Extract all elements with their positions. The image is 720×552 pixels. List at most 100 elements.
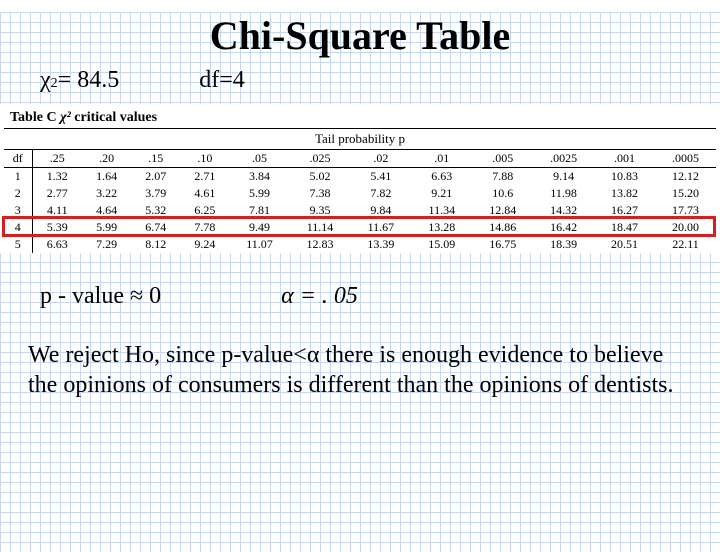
table-row: 45.395.996.747.789.4911.1411.6713.2814.8… bbox=[4, 219, 716, 236]
p-header: .25 bbox=[32, 150, 82, 168]
inference-row: p - value ≈ 0 α = . 05 bbox=[0, 283, 720, 310]
value-cell: 2.77 bbox=[32, 185, 82, 202]
df-cell: 3 bbox=[4, 202, 32, 219]
value-cell: 6.25 bbox=[180, 202, 229, 219]
value-cell: 9.21 bbox=[411, 185, 472, 202]
df-cell: 2 bbox=[4, 185, 32, 202]
value-cell: 10.83 bbox=[594, 168, 655, 186]
value-cell: 5.99 bbox=[229, 185, 289, 202]
table-row: 22.773.223.794.615.997.387.829.2110.611.… bbox=[4, 185, 716, 202]
value-cell: 15.09 bbox=[411, 236, 472, 253]
value-cell: 13.28 bbox=[411, 219, 472, 236]
caption-rest: critical values bbox=[71, 110, 157, 125]
value-cell: 16.75 bbox=[472, 236, 533, 253]
value-cell: 7.29 bbox=[82, 236, 131, 253]
value-cell: 11.67 bbox=[350, 219, 411, 236]
value-cell: 4.61 bbox=[180, 185, 229, 202]
value-cell: 16.27 bbox=[594, 202, 655, 219]
caption-prefix: Table C bbox=[10, 110, 60, 125]
value-cell: 11.07 bbox=[229, 236, 289, 253]
value-cell: 9.35 bbox=[290, 202, 351, 219]
p-header: .15 bbox=[131, 150, 180, 168]
conclusion-text: We reject Ho, since p-value<α there is e… bbox=[0, 310, 720, 400]
table-row: 56.637.298.129.2411.0712.8313.3915.0916.… bbox=[4, 236, 716, 253]
value-cell: 11.14 bbox=[290, 219, 351, 236]
p-header: .01 bbox=[411, 150, 472, 168]
df-cell: 5 bbox=[4, 236, 32, 253]
value-cell: 5.39 bbox=[32, 219, 82, 236]
stat-row: χ2 = 84.5 df=4 bbox=[0, 67, 720, 94]
chi-square-table: Table C χ² critical values Tail probabil… bbox=[0, 104, 720, 253]
p-header: .001 bbox=[594, 150, 655, 168]
value-cell: 20.51 bbox=[594, 236, 655, 253]
value-cell: 16.42 bbox=[533, 219, 594, 236]
value-cell: 5.99 bbox=[82, 219, 131, 236]
value-cell: 3.22 bbox=[82, 185, 131, 202]
value-cell: 6.74 bbox=[131, 219, 180, 236]
value-cell: 18.39 bbox=[533, 236, 594, 253]
value-cell: 7.88 bbox=[472, 168, 533, 186]
df-cell: 4 bbox=[4, 219, 32, 236]
page-title: Chi-Square Table bbox=[0, 12, 720, 59]
value-cell: 9.84 bbox=[350, 202, 411, 219]
value-cell: 7.82 bbox=[350, 185, 411, 202]
value-cell: 18.47 bbox=[594, 219, 655, 236]
df-cell: 1 bbox=[4, 168, 32, 186]
value-cell: 13.39 bbox=[350, 236, 411, 253]
value-cell: 9.24 bbox=[180, 236, 229, 253]
table-caption: Table C χ² critical values bbox=[4, 110, 716, 126]
caption-chi: χ² bbox=[60, 110, 71, 125]
value-cell: 5.02 bbox=[290, 168, 351, 186]
p-header: .0025 bbox=[533, 150, 594, 168]
df-header: df bbox=[4, 150, 32, 168]
value-cell: 22.11 bbox=[655, 236, 716, 253]
p-header: .20 bbox=[82, 150, 131, 168]
value-cell: 1.64 bbox=[82, 168, 131, 186]
p-header: .0005 bbox=[655, 150, 716, 168]
chi-square-statistic: χ2 = 84.5 bbox=[40, 67, 119, 94]
chi-exponent: 2 bbox=[51, 76, 58, 92]
p-value-label: p - value ≈ 0 bbox=[40, 283, 161, 310]
value-cell: 3.84 bbox=[229, 168, 289, 186]
p-header: .05 bbox=[229, 150, 289, 168]
df-label: df=4 bbox=[199, 67, 245, 94]
value-cell: 11.34 bbox=[411, 202, 472, 219]
p-header: .005 bbox=[472, 150, 533, 168]
value-cell: 11.98 bbox=[533, 185, 594, 202]
value-cell: 15.20 bbox=[655, 185, 716, 202]
chi-value: = 84.5 bbox=[58, 67, 120, 94]
value-cell: 6.63 bbox=[32, 236, 82, 253]
chi-symbol: χ bbox=[40, 67, 51, 94]
critical-values-table: df.25.20.15.10.05.025.02.01.005.0025.001… bbox=[4, 149, 716, 253]
value-cell: 12.84 bbox=[472, 202, 533, 219]
value-cell: 3.79 bbox=[131, 185, 180, 202]
value-cell: 8.12 bbox=[131, 236, 180, 253]
value-cell: 4.11 bbox=[32, 202, 82, 219]
value-cell: 9.14 bbox=[533, 168, 594, 186]
value-cell: 12.83 bbox=[290, 236, 351, 253]
table-row: 34.114.645.326.257.819.359.8411.3412.841… bbox=[4, 202, 716, 219]
table-row: 11.321.642.072.713.845.025.416.637.889.1… bbox=[4, 168, 716, 186]
value-cell: 7.38 bbox=[290, 185, 351, 202]
p-header: .025 bbox=[290, 150, 351, 168]
value-cell: 13.82 bbox=[594, 185, 655, 202]
value-cell: 10.6 bbox=[472, 185, 533, 202]
value-cell: 9.49 bbox=[229, 219, 289, 236]
value-cell: 1.32 bbox=[32, 168, 82, 186]
value-cell: 2.07 bbox=[131, 168, 180, 186]
value-cell: 17.73 bbox=[655, 202, 716, 219]
p-header: .10 bbox=[180, 150, 229, 168]
value-cell: 6.63 bbox=[411, 168, 472, 186]
value-cell: 5.32 bbox=[131, 202, 180, 219]
value-cell: 5.41 bbox=[350, 168, 411, 186]
value-cell: 14.86 bbox=[472, 219, 533, 236]
value-cell: 20.00 bbox=[655, 219, 716, 236]
value-cell: 14.32 bbox=[533, 202, 594, 219]
value-cell: 12.12 bbox=[655, 168, 716, 186]
value-cell: 2.71 bbox=[180, 168, 229, 186]
value-cell: 7.81 bbox=[229, 202, 289, 219]
p-header: .02 bbox=[350, 150, 411, 168]
value-cell: 4.64 bbox=[82, 202, 131, 219]
alpha-label: α = . 05 bbox=[281, 283, 358, 310]
tail-probability-label: Tail probability p bbox=[4, 131, 716, 147]
